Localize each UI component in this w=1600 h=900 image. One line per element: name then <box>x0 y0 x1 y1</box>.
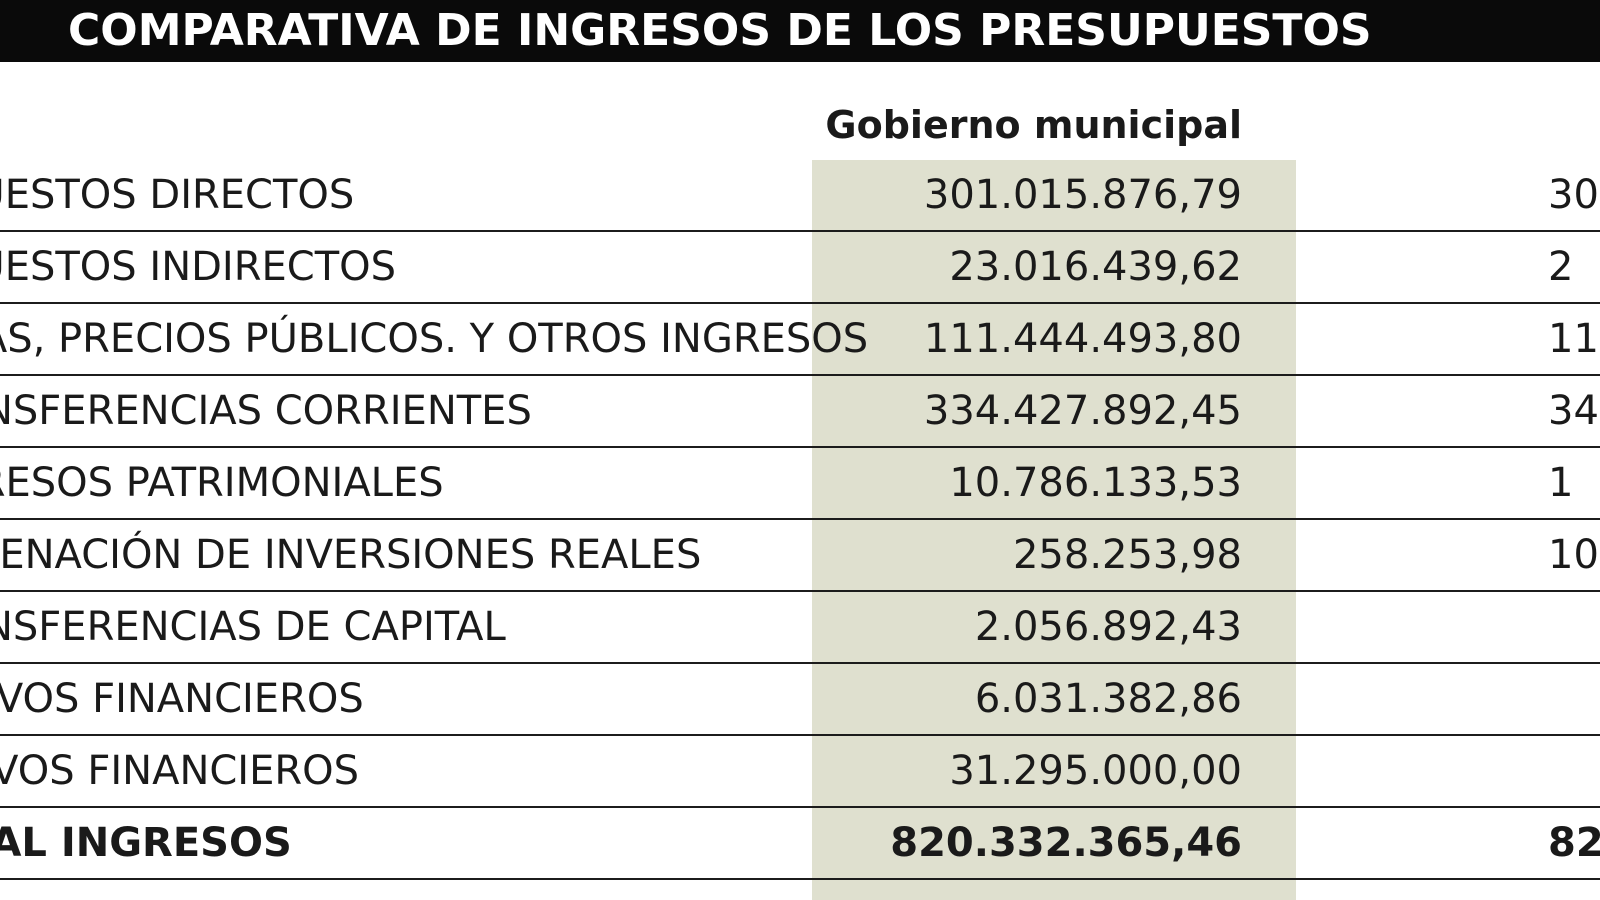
total-label: TOTAL INGRESOS <box>0 820 292 866</box>
row-label: TRANSFERENCIAS DE CAPITAL <box>0 604 506 650</box>
table-row: PASIVOS FINANCIEROS 31.295.000,00 <box>0 736 1600 808</box>
other-value: 1 <box>1548 460 1574 506</box>
other-value-cell: 2 <box>1300 232 1600 302</box>
table-row: IMPUESTOS INDIRECTOS 23.016.439,62 2 <box>0 232 1600 304</box>
municipal-column-header: Gobierno municipal <box>825 103 1242 147</box>
other-value: 2 <box>1548 244 1574 290</box>
row-label: ENAJENACIÓN DE INVERSIONES REALES <box>0 532 702 578</box>
other-value-cell: 34 <box>1300 376 1600 446</box>
other-value-cell: 11 <box>1300 304 1600 374</box>
table-body: IMPUESTOS DIRECTOS 301.015.876,79 30 IMP… <box>0 160 1600 880</box>
table-row: ACTIVOS FINANCIEROS 6.031.382,86 <box>0 664 1600 736</box>
row-label: INGRESOS PATRIMONIALES <box>0 460 444 506</box>
table-row: TRANSFERENCIAS DE CAPITAL 2.056.892,43 <box>0 592 1600 664</box>
municipal-value: 23.016.439,62 <box>949 244 1242 290</box>
other-value-cell: 30 <box>1300 160 1600 230</box>
row-label: TASAS, PRECIOS PÚBLICOS. Y OTROS INGRESO… <box>0 316 869 362</box>
table-row: ENAJENACIÓN DE INVERSIONES REALES 258.25… <box>0 520 1600 592</box>
municipal-value: 258.253,98 <box>1012 532 1242 578</box>
municipal-value: 31.295.000,00 <box>949 748 1242 794</box>
table-row: TASAS, PRECIOS PÚBLICOS. Y OTROS INGRESO… <box>0 304 1600 376</box>
total-row: TOTAL INGRESOS 820.332.365,46 82 <box>0 808 1600 880</box>
other-value: 34 <box>1548 388 1599 434</box>
other-total-value: 82 <box>1548 820 1600 866</box>
table-row: TRANSFERENCIAS CORRIENTES 334.427.892,45… <box>0 376 1600 448</box>
other-value-cell <box>1300 592 1600 662</box>
row-label: PASIVOS FINANCIEROS <box>0 748 360 794</box>
other-value-cell: 10 <box>1300 520 1600 590</box>
municipal-value: 334.427.892,45 <box>923 388 1242 434</box>
other-value-cell: 1 <box>1300 448 1600 518</box>
municipal-value: 2.056.892,43 <box>974 604 1242 650</box>
row-label: IMPUESTOS INDIRECTOS <box>0 244 397 290</box>
other-value-cell: 82 <box>1300 808 1600 878</box>
municipal-value: 6.031.382,86 <box>974 676 1242 722</box>
row-label: ACTIVOS FINANCIEROS <box>0 676 364 722</box>
other-value: 10 <box>1548 532 1599 578</box>
municipal-value: 111.444.493,80 <box>923 316 1242 362</box>
other-value: 11 <box>1548 316 1599 362</box>
other-value: 30 <box>1548 172 1599 218</box>
municipal-column-highlight <box>812 160 1296 900</box>
row-label: IMPUESTOS DIRECTOS <box>0 172 355 218</box>
row-label: TRANSFERENCIAS CORRIENTES <box>0 388 532 434</box>
table-row: IMPUESTOS DIRECTOS 301.015.876,79 30 <box>0 160 1600 232</box>
other-value-cell <box>1300 736 1600 806</box>
title-bar: COMPARATIVA DE INGRESOS DE LOS PRESUPUES… <box>0 0 1600 62</box>
table-title: COMPARATIVA DE INGRESOS DE LOS PRESUPUES… <box>68 5 1372 56</box>
table-row: INGRESOS PATRIMONIALES 10.786.133,53 1 <box>0 448 1600 520</box>
municipal-value: 10.786.133,53 <box>949 460 1242 506</box>
municipal-total-value: 820.332.365,46 <box>890 820 1242 866</box>
municipal-value: 301.015.876,79 <box>923 172 1242 218</box>
other-value-cell <box>1300 664 1600 734</box>
